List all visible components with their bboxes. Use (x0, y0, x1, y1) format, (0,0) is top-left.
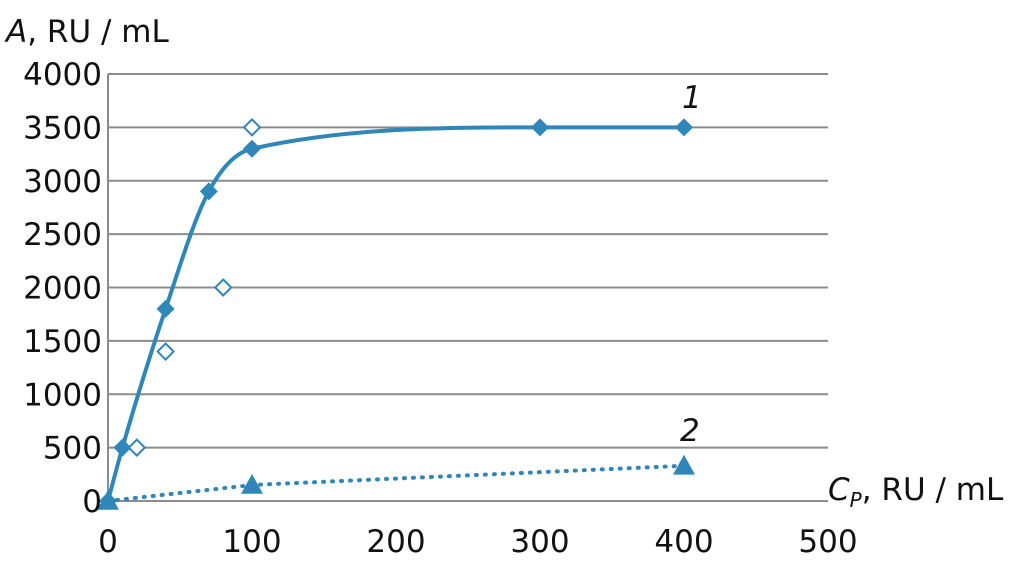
plot-markers (97, 117, 695, 510)
series-line-2 (106, 463, 686, 503)
x-tick-label: 100 (222, 524, 281, 560)
data-point-triangle (673, 454, 695, 475)
y-tick-label: 1500 (23, 324, 102, 360)
data-point-diamond (156, 299, 175, 318)
y-tick-label: 2500 (23, 217, 102, 253)
x-axis-title: CP, RU / mL (828, 472, 1004, 512)
data-point-diamond (675, 118, 693, 137)
series-2-label: 2 (680, 413, 700, 449)
y-axis-title: A, RU / mL (4, 14, 170, 50)
data-point-open-diamond (213, 278, 233, 297)
data-point-triangle (97, 490, 119, 510)
data-point-triangle (241, 473, 263, 494)
y-tick-label: 0 (82, 484, 102, 520)
x-tick-label: 0 (98, 524, 118, 560)
data-point-diamond (113, 438, 132, 457)
x-tick-label: 400 (654, 524, 713, 560)
x-tick-label: 500 (798, 524, 857, 560)
data-point-diamond (199, 182, 218, 201)
series-1-label: 1 (682, 80, 702, 116)
data-point-open-diamond (242, 117, 262, 137)
plot-series (106, 125, 686, 503)
data-point-diamond (243, 139, 261, 158)
y-tick-label: 3000 (23, 164, 102, 200)
data-point-open-diamond (127, 438, 147, 458)
y-tick-label: 3500 (23, 110, 102, 146)
series-line-0 (106, 125, 684, 502)
y-tick-label: 1000 (23, 377, 102, 413)
y-tick-label: 4000 (23, 57, 102, 93)
y-tick-label: 2000 (23, 271, 102, 307)
x-tick-label: 300 (510, 524, 569, 560)
data-point-open-diamond (156, 342, 176, 361)
data-point-diamond (531, 118, 549, 137)
y-tick-label: 500 (43, 431, 102, 467)
x-tick-label: 200 (366, 524, 425, 560)
